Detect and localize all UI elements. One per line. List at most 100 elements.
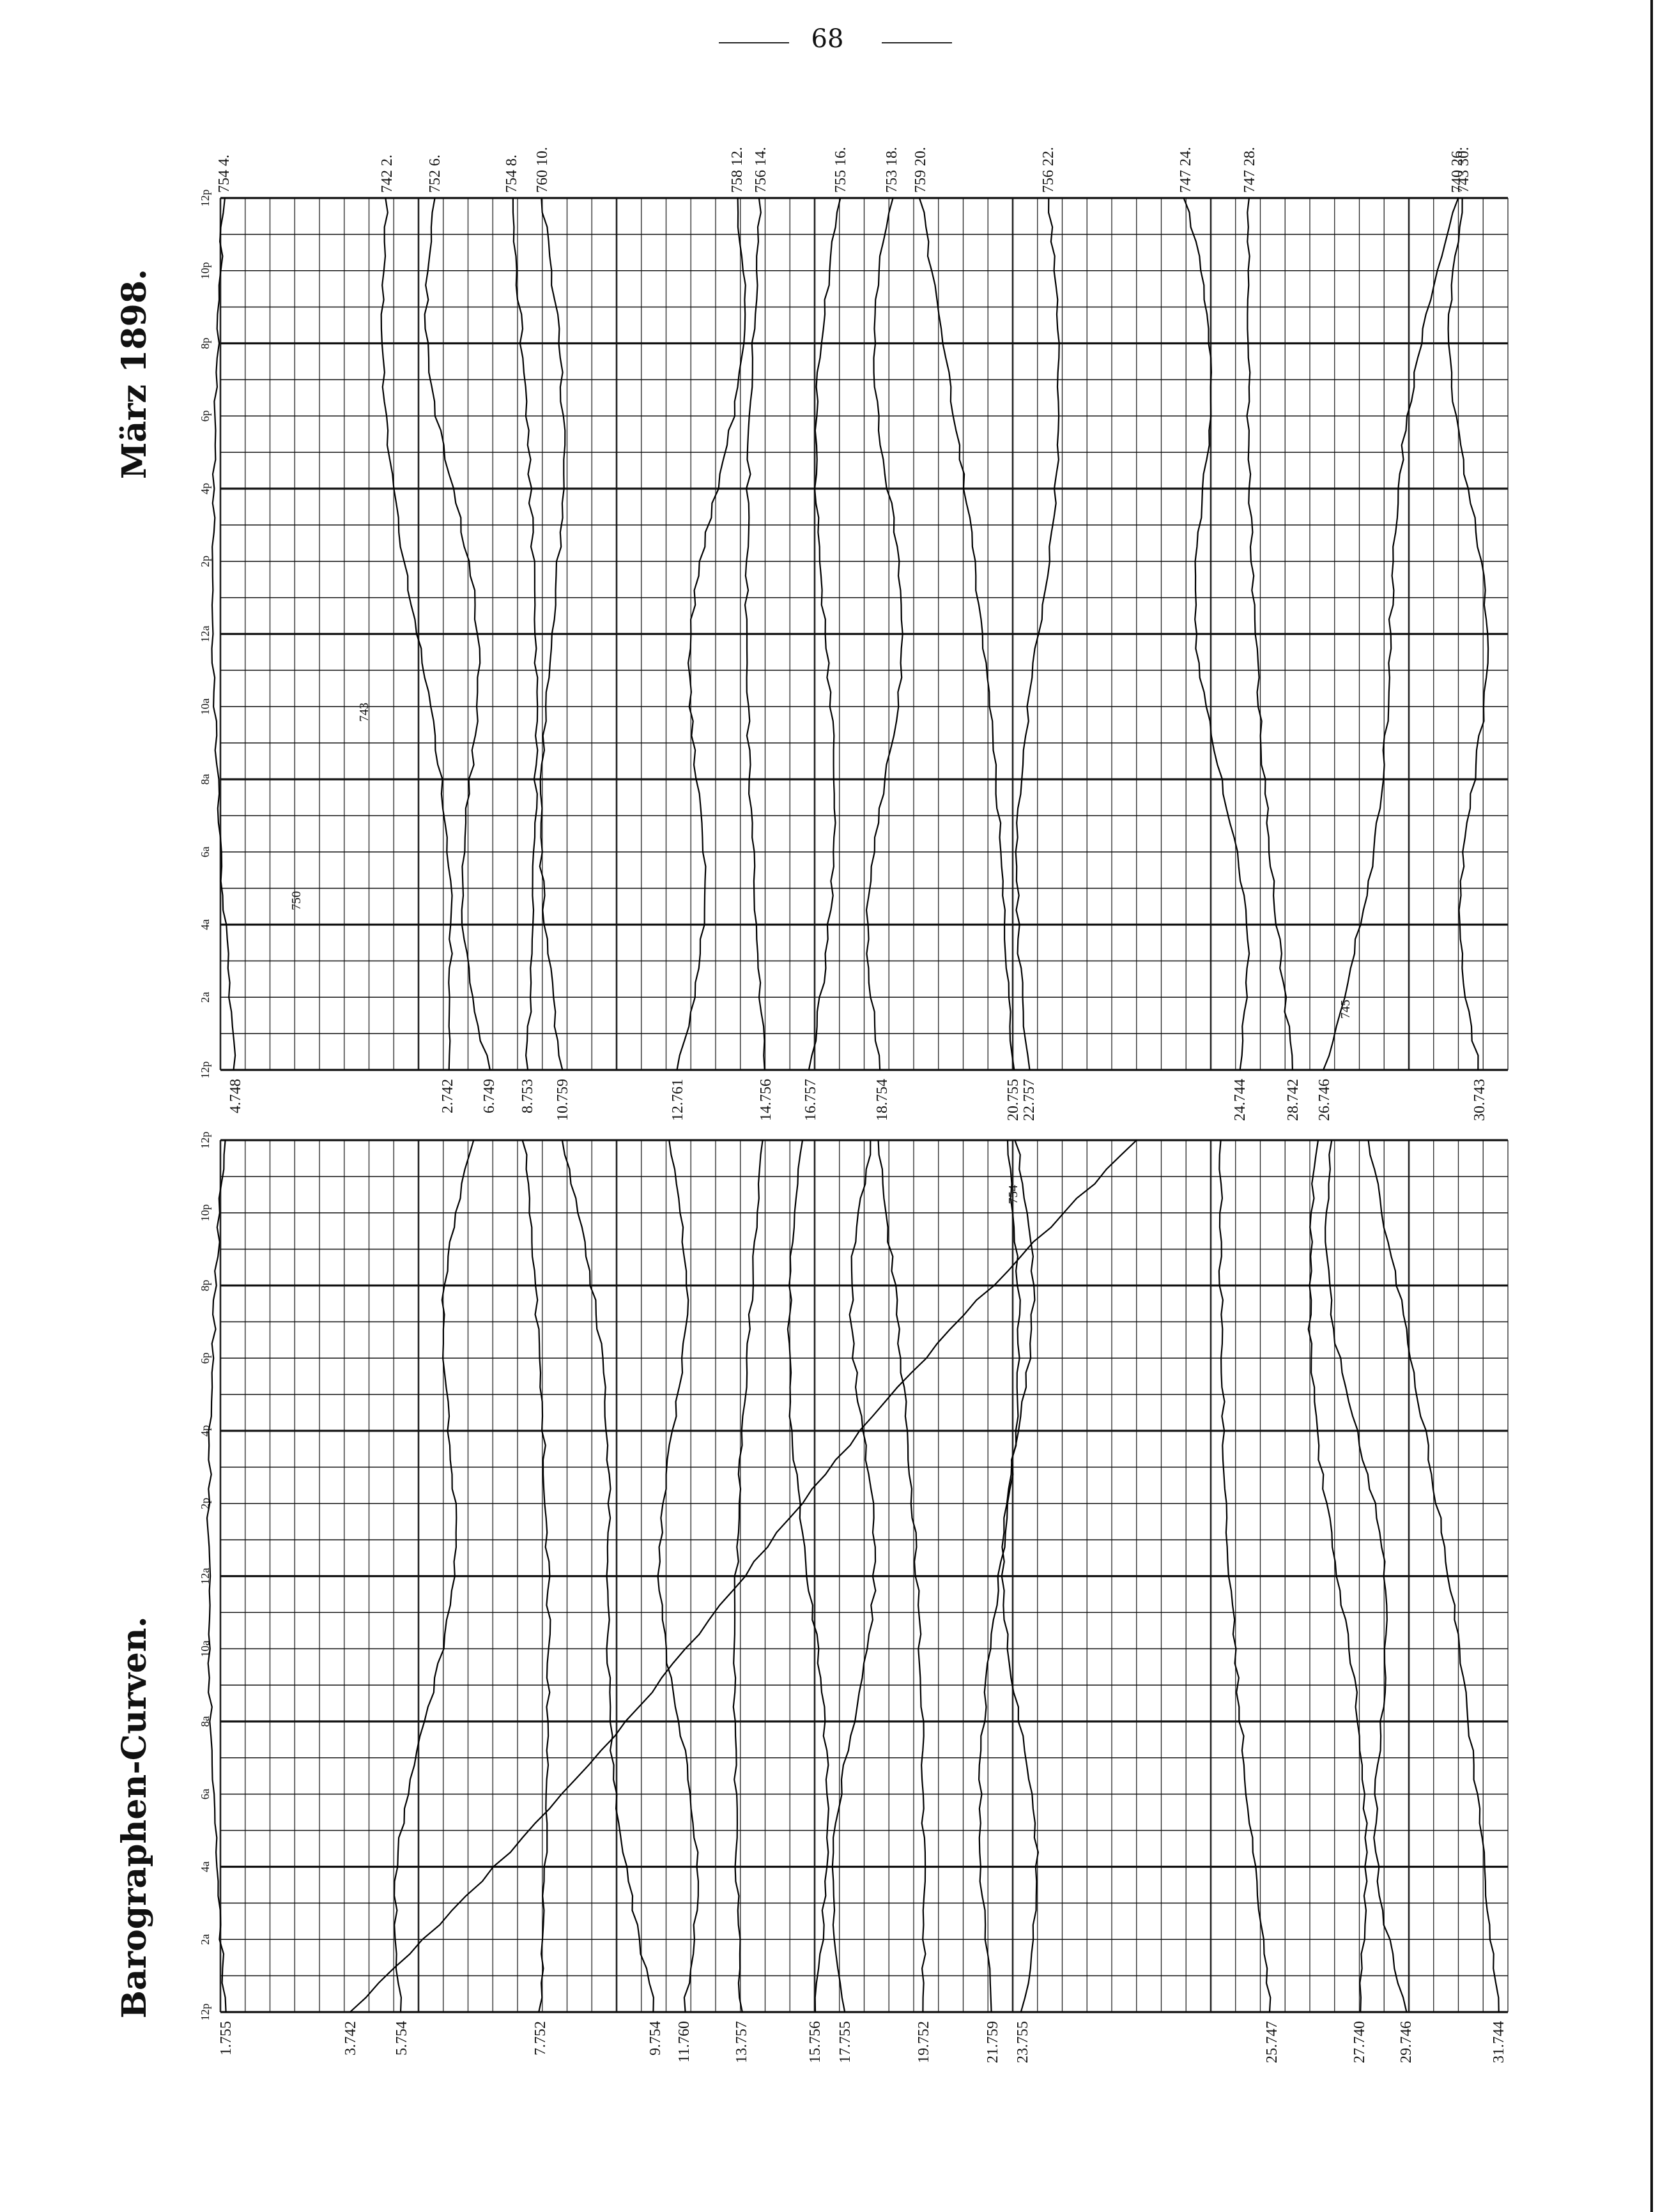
x-tick-label: 10a xyxy=(199,698,211,715)
series-end-label: 742 2. xyxy=(379,155,396,193)
series-line-27 xyxy=(1307,1140,1368,2013)
series-start-label: 16.757 xyxy=(803,1079,819,1121)
series-start-label: 18.754 xyxy=(874,1079,891,1121)
series-start-label: 30.743 xyxy=(1471,1079,1488,1121)
series-line-14 xyxy=(744,197,765,1071)
series-line-8 xyxy=(512,197,539,1071)
x-tick-label: 10p xyxy=(199,1204,211,1221)
series-end-label: 754 4. xyxy=(216,155,233,193)
series-start-label: 6.749 xyxy=(481,1079,498,1113)
annotation-label: 750 xyxy=(289,891,303,910)
series-end-label: 760 10. xyxy=(534,147,551,193)
page-number: 68 xyxy=(811,24,844,54)
series-line-2 xyxy=(380,197,453,1071)
x-tick-label: 12p xyxy=(199,2004,211,2021)
series-start-label: 15.756 xyxy=(807,2021,824,2063)
annotation-label: 743 xyxy=(357,703,371,722)
series-start-label: 27.740 xyxy=(1351,2021,1368,2063)
chart-panel-top: 12p 2a 4a 6a 8a 10a 12a 2p 4p 6p 8p 10p 12p 4.748 754 … xyxy=(199,147,1509,1121)
series-line-28 xyxy=(1246,197,1293,1071)
series-end-label: 747 24. xyxy=(1178,147,1194,193)
x-tick-label: 8p xyxy=(199,1280,211,1292)
series-start-label: 12.761 xyxy=(670,1079,686,1121)
page-number-dash-right xyxy=(882,42,952,43)
page-number-dash-left xyxy=(719,42,789,43)
series-line-26 xyxy=(1323,197,1459,1071)
series-end-label: 755 16. xyxy=(833,147,849,193)
x-tick-label: 8a xyxy=(199,1716,211,1727)
series-end-label: 754 8. xyxy=(503,155,520,193)
series-start-label: 23.755 xyxy=(1015,2021,1031,2063)
annotation-label: 745 xyxy=(1339,1000,1353,1019)
series-start-label: 3.742 xyxy=(342,2021,359,2056)
series-line-1 xyxy=(206,1140,227,2013)
x-tick-label: 4a xyxy=(199,919,211,930)
series-start-label: 22.757 xyxy=(1021,1079,1038,1121)
series-line-9 xyxy=(561,1140,655,2013)
x-tick-label: 12p xyxy=(199,1132,211,1149)
series-end-label: 753 18. xyxy=(884,147,900,193)
series-line-22 xyxy=(1015,197,1060,1071)
series-line-17 xyxy=(831,1140,877,2013)
series-start-label: 26.746 xyxy=(1316,1079,1333,1121)
x-tick-label: 12a xyxy=(199,626,211,643)
series-line-10 xyxy=(539,197,566,1071)
series-start-label: 9.754 xyxy=(647,2021,664,2056)
series-line-21 xyxy=(978,1140,1021,2013)
series-start-label: 21.759 xyxy=(985,2021,1001,2063)
series-start-label: 11.760 xyxy=(676,2021,693,2063)
series-line-3 xyxy=(350,1140,1137,2013)
series-start-label: 28.742 xyxy=(1285,1079,1302,1121)
series-start-label: 8.753 xyxy=(519,1079,536,1113)
series-start-label: 4.748 xyxy=(227,1079,244,1113)
x-tick-label: 2p xyxy=(199,556,211,567)
series-line-4 xyxy=(211,197,236,1071)
x-tick-label: 2a xyxy=(199,992,211,1003)
series-start-label: 29.746 xyxy=(1398,2021,1415,2063)
series-start-label: 2.742 xyxy=(440,1079,456,1113)
series-line-6 xyxy=(424,197,491,1071)
x-tick-label: 2a xyxy=(199,1934,211,1945)
series-line-29 xyxy=(1325,1140,1408,2013)
series-start-label: 1.755 xyxy=(218,2021,234,2056)
series-start-label: 10.759 xyxy=(555,1079,571,1121)
x-tick-label: 10p xyxy=(199,262,211,279)
series-line-19 xyxy=(877,1140,926,2013)
series-start-label: 7.752 xyxy=(532,2021,549,2056)
series-line-13 xyxy=(732,1140,764,2013)
series-line-12 xyxy=(676,197,746,1071)
series-line-23 xyxy=(1001,1140,1040,2013)
x-tick-label: 8p xyxy=(199,338,211,349)
series-end-label: 756 14. xyxy=(753,147,769,193)
series-line-18 xyxy=(865,197,903,1071)
series-end-label: 743 30. xyxy=(1456,147,1472,193)
x-tick-label: 12p xyxy=(199,190,211,207)
x-tick-label: 6p xyxy=(199,410,211,422)
series-start-label: 14.756 xyxy=(758,1079,774,1121)
series-line-20 xyxy=(918,197,1015,1071)
x-tick-label: 6a xyxy=(199,846,211,857)
series-start-label: 24.744 xyxy=(1232,1079,1248,1121)
series-line-15 xyxy=(787,1140,830,2013)
series-end-label: 747 28. xyxy=(1241,147,1258,193)
series-line-16 xyxy=(808,197,841,1071)
page-right-border xyxy=(1650,0,1653,2212)
series-line-7 xyxy=(521,1140,551,2013)
series-line-11 xyxy=(657,1140,700,2013)
x-tick-label: 12a xyxy=(199,1568,211,1585)
series-line-30 xyxy=(1447,197,1489,1071)
series-start-label: 19.752 xyxy=(916,2021,932,2063)
series-line-5 xyxy=(393,1140,475,2013)
x-tick-label: 6a xyxy=(199,1789,211,1799)
x-tick-label: 4a xyxy=(199,1861,211,1872)
series-end-label: 752 6. xyxy=(427,155,443,193)
x-tick-label: 8a xyxy=(199,774,211,785)
x-tick-label: 4p xyxy=(199,483,211,494)
series-start-label: 31.744 xyxy=(1491,2021,1507,2063)
series-start-label: 25.747 xyxy=(1264,2021,1280,2063)
series-line-25 xyxy=(1218,1140,1271,2013)
series-end-label: 756 22. xyxy=(1040,147,1057,193)
series-start-label: 5.754 xyxy=(394,2021,410,2056)
